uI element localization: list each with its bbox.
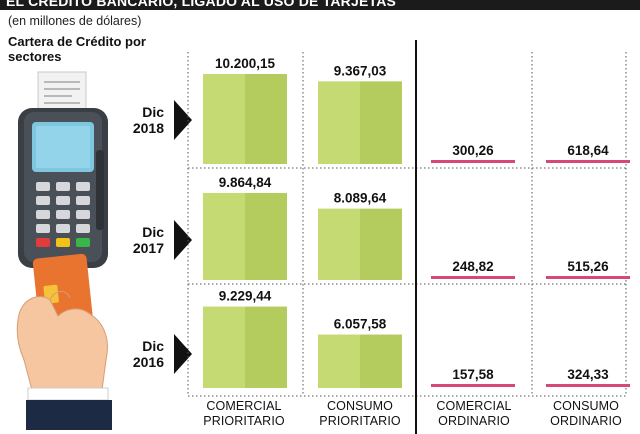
value-label: 300,26 [452,143,494,158]
bar-shade [245,192,287,280]
value-label: 8.089,64 [334,191,387,206]
year-label-2018: Dic 2018 [132,104,164,136]
bar-shade [360,334,402,388]
bar [203,306,245,388]
value-label: 9.864,84 [219,175,272,190]
year-label-2016: Dic 2016 [132,338,164,370]
bar [318,208,360,280]
year-arrow-2017 [174,220,192,260]
category-label-comercial-ordinario: COMERCIAL ORDINARIO [436,399,512,428]
value-label: 157,58 [452,367,494,382]
card-terminal-illustration [16,71,112,430]
header-title: EL CRÉDITO BANCARIO, LIGADO AL USO DE TA… [6,0,397,9]
value-label: 515,26 [567,259,609,274]
value-label: 10.200,15 [215,56,276,71]
value-label: 324,33 [567,367,609,382]
bar [546,160,630,163]
year-label-2017: Dic 2017 [132,224,164,256]
bar [203,192,245,280]
bar [431,276,515,279]
bar-shade [245,74,287,164]
header-bar: EL CRÉDITO BANCARIO, LIGADO AL USO DE TA… [0,0,640,10]
bar-shade [245,306,287,388]
value-label: 248,82 [452,259,493,274]
bar [431,160,515,163]
year-arrow-2018 [174,100,192,140]
value-label: 9.229,44 [219,289,272,304]
value-label: 9.367,03 [334,63,387,78]
chart-title: Cartera de Crédito por sectores [8,34,146,64]
value-label: 618,64 [567,143,609,158]
receipt-icon [37,71,87,115]
bar [203,74,245,164]
hand-icon [16,291,112,430]
bar [318,81,360,164]
bar-shade [360,208,402,280]
bar-shade [360,81,402,164]
value-label: 6.057,58 [334,317,387,332]
bar [546,384,630,387]
bar [431,384,515,387]
bar [546,276,630,279]
units-subtitle: (en millones de dólares) [8,14,142,28]
category-label-comercial-prioritario: COMERCIAL PRIORITARIO [203,399,285,428]
pos-terminal-icon [18,108,108,268]
bar [318,334,360,388]
category-label-consumo-prioritario: CONSUMO PRIORITARIO [319,399,401,428]
category-label-consumo-ordinario: CONSUMO ORDINARIO [550,399,622,428]
